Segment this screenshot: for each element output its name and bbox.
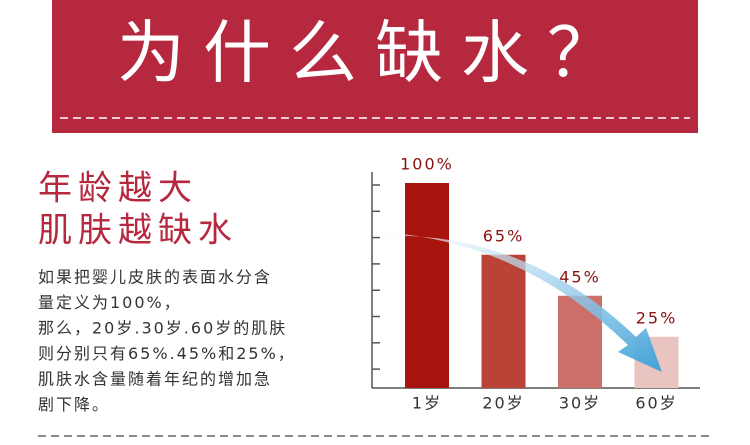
heading-line: 肌肤越缺水 <box>38 211 238 251</box>
x-tick-label: 1岁 <box>412 394 442 413</box>
body-line: 剧下降。 <box>38 395 110 414</box>
x-tick-label: 20岁 <box>482 394 524 413</box>
heading-line: 年龄越大 <box>38 169 198 209</box>
bar <box>481 254 526 388</box>
value-label: 100% <box>400 155 454 174</box>
body-line: 量定义为100%， <box>38 293 182 312</box>
body-line: 肌肤水含量随着年纪的增加急 <box>38 370 272 389</box>
bar <box>405 183 449 388</box>
banner <box>52 0 698 133</box>
body-line: 则分别只有65%.45%和25%， <box>38 344 296 363</box>
x-tick-label: 60岁 <box>635 394 677 413</box>
value-label: 25% <box>636 308 678 327</box>
body-line: 如果把婴儿皮肤的表面水分含 <box>38 268 272 287</box>
body-line: 那么，20岁.30岁.60岁的肌肤 <box>38 319 287 338</box>
trend-arrow <box>378 232 662 372</box>
value-label: 45% <box>559 267 601 286</box>
chart: 100% 1岁 65% 20岁 45% 30岁 25% 60岁 <box>371 155 700 413</box>
x-tick-label: 30岁 <box>559 394 601 413</box>
value-label: 65% <box>483 226 525 245</box>
title: 为什么缺水？ <box>117 15 633 94</box>
